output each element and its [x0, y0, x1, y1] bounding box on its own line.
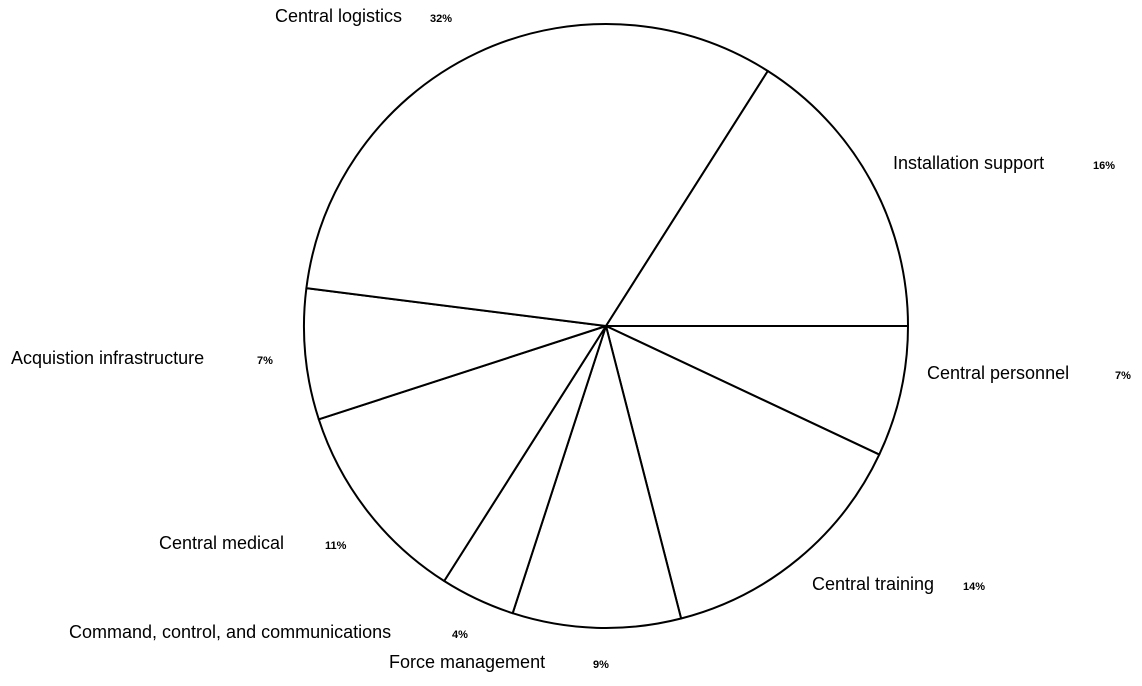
slice-value-label: 7% [1115, 370, 1131, 382]
pie-slice [605, 70, 909, 327]
slice-label: Force management [389, 652, 545, 672]
pie-slice [605, 325, 881, 620]
slice-label: Central training [812, 574, 934, 594]
slice-label: Central logistics [275, 6, 402, 26]
slice-label: Acquistion infrastructure [11, 348, 204, 368]
slice-value-label: 16% [1093, 160, 1115, 172]
slice-label: Central medical [159, 533, 284, 553]
slice-value-label: 32% [430, 13, 452, 25]
slice-value-label: 9% [593, 659, 609, 671]
pie-slice [511, 325, 683, 629]
slice-label: Command, control, and communications [69, 622, 391, 642]
slice-label: Central personnel [927, 363, 1069, 383]
slice-value-label: 7% [257, 355, 273, 367]
pie-slice [605, 325, 909, 456]
pie-slice [303, 287, 607, 421]
slice-value-label: 11% [325, 540, 347, 552]
pie-slice [317, 325, 607, 582]
slice-value-label: 14% [963, 581, 985, 593]
slice-value-label: 4% [452, 629, 468, 641]
slice-label: Installation support [893, 153, 1044, 173]
pie-slice [305, 23, 769, 327]
